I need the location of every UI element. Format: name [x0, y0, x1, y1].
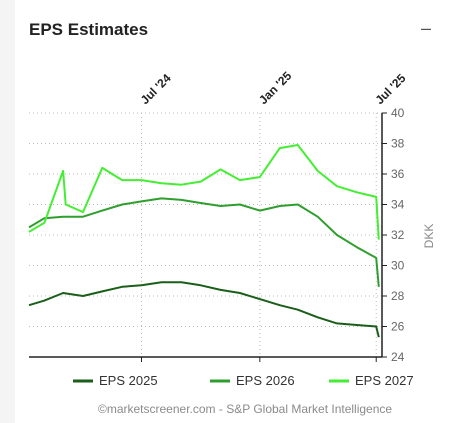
x-tick-label: Jul '24: [138, 71, 174, 107]
y-tick-label: 26: [391, 320, 405, 334]
chart-legend: EPS 2025 EPS 2026 EPS 2027: [73, 373, 414, 388]
y-tick-label: 30: [391, 259, 405, 273]
eps-chart: Jul '24 Jan '25 Jul '25 24 26 28 30 32 34 36 38 40…: [28, 69, 436, 388]
chart-axes: [29, 112, 387, 362]
y-tick-labels: 24 26 28 30 32 34 36 38 40: [391, 106, 405, 364]
y-axis-label: DKK: [422, 224, 436, 249]
x-tick-label: Jan '25: [256, 69, 295, 108]
series-line-3: [28, 144, 380, 240]
y-tick-label: 36: [391, 167, 405, 181]
x-tick-labels: Jul '24 Jan '25 Jul '25: [138, 69, 409, 108]
footer-credit: ©marketscreener.com - S&P Global Market …: [98, 402, 393, 416]
x-tick-label: Jul '25: [372, 71, 408, 107]
y-tick-label: 34: [391, 198, 405, 212]
chart-series: [28, 144, 380, 338]
widget-title: EPS Estimates: [29, 20, 149, 39]
y-tick-label: 24: [391, 350, 405, 364]
legend-label: EPS 2026: [236, 373, 295, 388]
legend-label: EPS 2027: [355, 373, 414, 388]
series-line-2: [28, 197, 380, 287]
minus-icon[interactable]: –: [421, 18, 432, 38]
eps-estimates-widget: EPS Estimates – Jul '24 Jan '25 Jul '25 24…: [15, 0, 450, 423]
y-tick-label: 32: [391, 228, 405, 242]
y-tick-label: 28: [391, 289, 405, 303]
legend-label: EPS 2025: [99, 373, 158, 388]
y-tick-label: 38: [391, 137, 405, 151]
y-tick-label: 40: [391, 106, 405, 120]
series-line-1: [28, 281, 380, 338]
